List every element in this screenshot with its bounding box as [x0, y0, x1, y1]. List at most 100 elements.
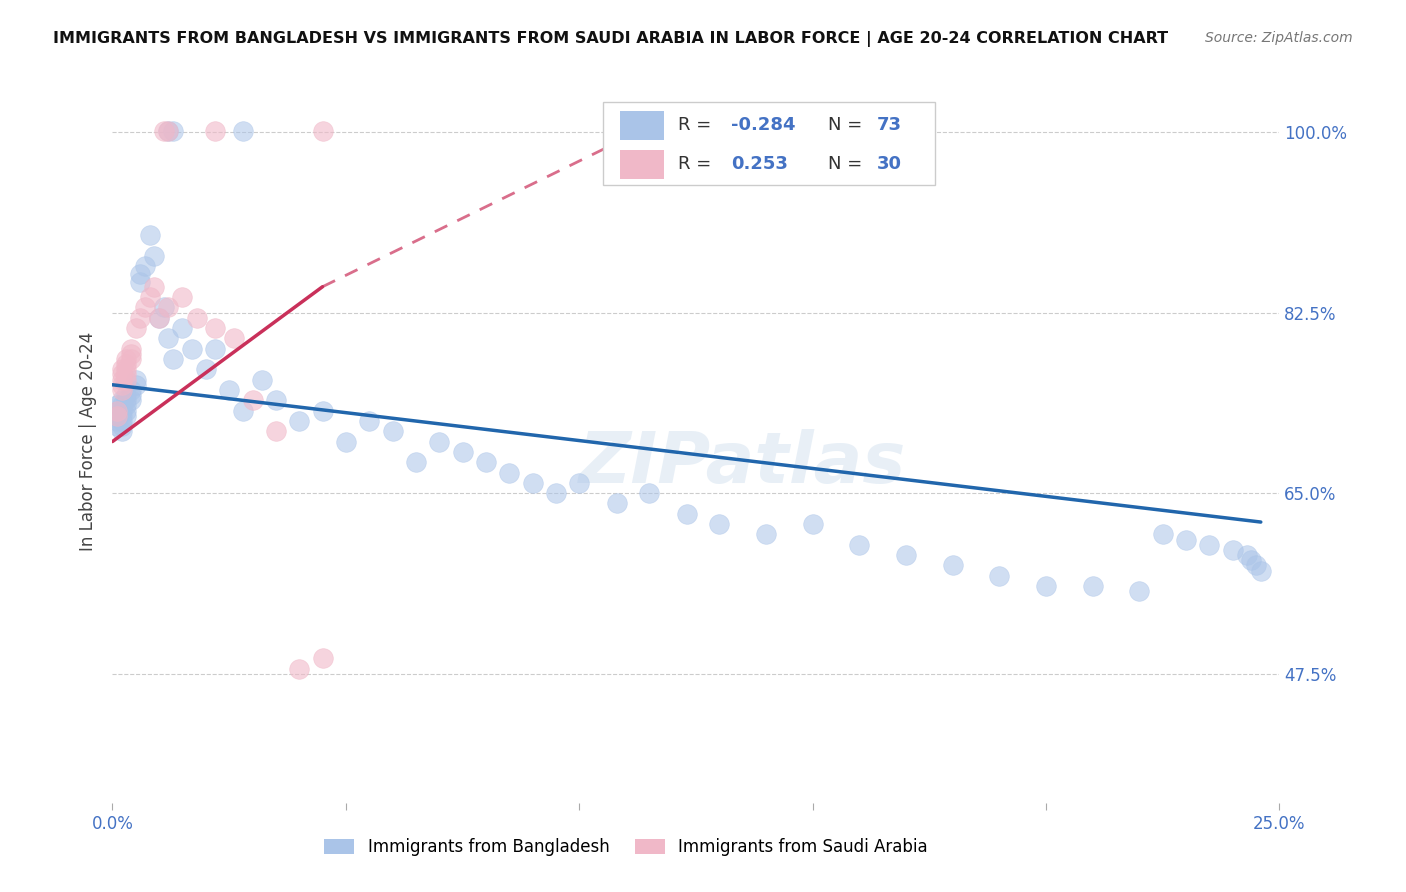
Point	[111, 368, 134, 382]
Point	[125, 373, 148, 387]
Text: 0.253: 0.253	[731, 155, 787, 173]
Point	[162, 351, 184, 366]
Point	[111, 373, 134, 387]
Point	[162, 124, 184, 138]
Point	[115, 362, 138, 376]
Point	[848, 538, 870, 552]
Point	[204, 124, 226, 138]
Point	[1198, 538, 1220, 552]
Point	[606, 496, 628, 510]
Point	[186, 310, 208, 325]
Point	[194, 362, 217, 376]
Point	[111, 377, 134, 392]
Text: R =: R =	[679, 155, 723, 173]
Point	[172, 321, 194, 335]
Point	[359, 414, 381, 428]
Point	[148, 310, 170, 325]
Point	[115, 368, 138, 382]
Text: IMMIGRANTS FROM BANGLADESH VS IMMIGRANTS FROM SAUDI ARABIA IN LABOR FORCE | AGE : IMMIGRANTS FROM BANGLADESH VS IMMIGRANTS…	[53, 31, 1168, 47]
Point	[115, 398, 138, 412]
Y-axis label: In Labor Force | Age 20-24: In Labor Force | Age 20-24	[79, 332, 97, 551]
Point	[157, 331, 180, 345]
Text: N =: N =	[828, 155, 868, 173]
Point	[311, 124, 333, 138]
Point	[1175, 533, 1198, 547]
Point	[475, 455, 498, 469]
Point	[148, 310, 170, 325]
Point	[1222, 542, 1244, 557]
Point	[105, 403, 128, 417]
Point	[115, 393, 138, 408]
Point	[250, 373, 273, 387]
Point	[111, 393, 134, 408]
Text: -0.284: -0.284	[731, 116, 796, 134]
Point	[105, 398, 128, 412]
Text: ZIPatlas: ZIPatlas	[579, 429, 907, 498]
Point	[139, 290, 162, 304]
Point	[709, 517, 731, 532]
Point	[755, 527, 778, 541]
Point	[232, 403, 254, 417]
Point	[801, 517, 824, 532]
Point	[143, 249, 166, 263]
Point	[129, 310, 152, 325]
Point	[522, 475, 544, 490]
Point	[675, 507, 697, 521]
Text: Source: ZipAtlas.com: Source: ZipAtlas.com	[1205, 31, 1353, 45]
Point	[143, 279, 166, 293]
Point	[942, 558, 965, 573]
Point	[1081, 579, 1104, 593]
FancyBboxPatch shape	[603, 102, 935, 185]
Point	[988, 568, 1011, 582]
Point	[120, 388, 142, 402]
Point	[311, 403, 333, 417]
Point	[1152, 527, 1174, 541]
Point	[111, 409, 134, 423]
Point	[105, 414, 128, 428]
Point	[1236, 548, 1258, 562]
Point	[157, 124, 180, 138]
Point	[111, 414, 134, 428]
Text: 30: 30	[877, 155, 901, 173]
Point	[638, 486, 661, 500]
Point	[111, 424, 134, 438]
Point	[264, 393, 287, 408]
Point	[120, 383, 142, 397]
Point	[1035, 579, 1057, 593]
Point	[451, 445, 474, 459]
Point	[111, 419, 134, 434]
Point	[115, 351, 138, 366]
Point	[134, 301, 156, 315]
Point	[129, 275, 152, 289]
Point	[288, 662, 311, 676]
Point	[1240, 553, 1263, 567]
Point	[115, 409, 138, 423]
Point	[1250, 564, 1272, 578]
Point	[153, 124, 176, 138]
Point	[120, 347, 142, 361]
Text: N =: N =	[828, 116, 868, 134]
Point	[180, 342, 202, 356]
Point	[218, 383, 240, 397]
Point	[222, 331, 245, 345]
Point	[105, 409, 128, 423]
Bar	[620, 150, 665, 178]
Point	[232, 124, 254, 138]
Text: R =: R =	[679, 116, 717, 134]
Point	[105, 409, 128, 423]
Point	[153, 301, 176, 315]
Point	[311, 651, 333, 665]
Point	[115, 388, 138, 402]
Point	[264, 424, 287, 438]
Point	[1244, 558, 1267, 573]
Point	[120, 342, 142, 356]
Point	[139, 228, 162, 243]
Point	[115, 373, 138, 387]
Point	[157, 301, 180, 315]
Point	[242, 393, 264, 408]
Point	[125, 321, 148, 335]
Point	[129, 268, 152, 282]
Point	[125, 377, 148, 392]
Point	[288, 414, 311, 428]
Point	[405, 455, 427, 469]
